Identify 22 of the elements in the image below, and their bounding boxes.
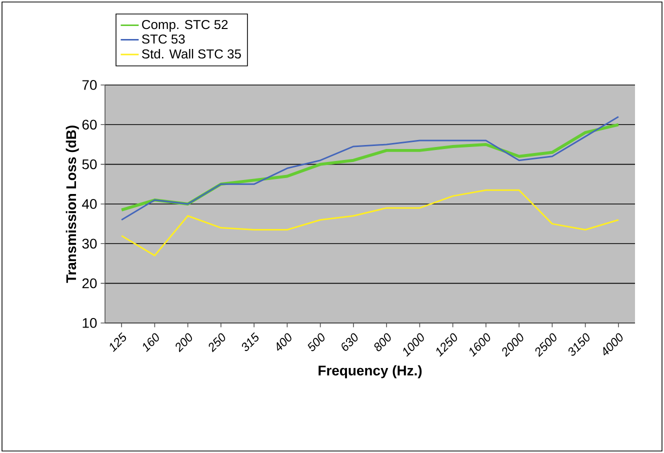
y-tick-label: 20 [82,278,97,288]
x-tick-label: 250 [208,333,226,352]
y-tick-label: 30 [82,238,97,249]
legend-label: Comp. STC 52 [142,20,228,32]
x-tick-label: 315 [242,332,259,352]
y-tick-label: 60 [82,120,97,130]
x-tick-label: 400 [276,333,292,351]
x-tick-label: 800 [374,333,391,352]
y-tick-label: 50 [82,159,97,170]
x-tick-label: 200 [176,333,192,352]
legend-label: STC 53 [142,34,185,44]
y-tick-label: 70 [82,80,97,90]
x-tick-label: 160 [142,333,159,352]
y-axis-title: Transmission Loss (dB) [66,126,79,283]
x-tick-label: 125 [110,332,126,352]
legend-label: Std. Wall STC 35 [142,49,241,59]
line-series [120,189,620,256]
y-tick-label: 40 [82,199,97,209]
y-tick-label: 10 [82,318,97,328]
x-tick-label: 630 [342,333,358,351]
x-tick-label: 500 [308,333,324,352]
x-axis-title: Frequency (Hz.) [318,365,422,378]
